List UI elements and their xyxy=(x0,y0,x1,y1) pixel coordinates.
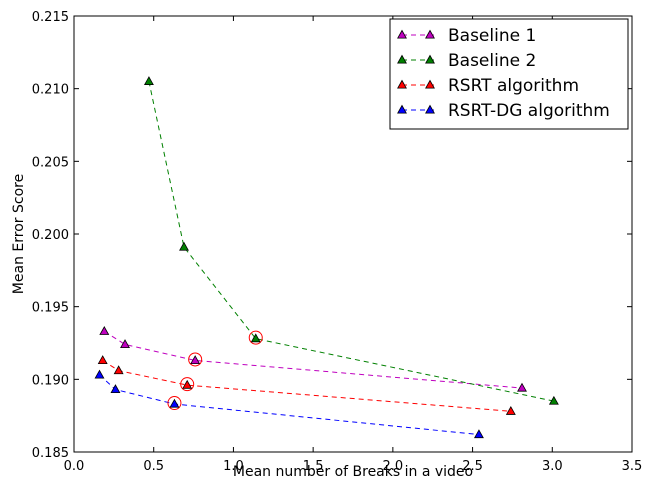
series-line xyxy=(99,374,479,436)
highlight-circle xyxy=(248,330,263,345)
x-tick-label: 2.0 xyxy=(383,459,404,474)
x-axis-label: Mean number of Breaks in a video xyxy=(233,464,473,480)
x-tick-label: 0.5 xyxy=(143,459,164,474)
highlight-circle xyxy=(167,396,182,411)
data-point xyxy=(99,326,110,335)
legend-label: RSRT-DG algorithm xyxy=(448,101,610,121)
series-line xyxy=(102,360,511,412)
y-axis-label: Mean Error Score xyxy=(11,174,27,294)
highlight-circle xyxy=(180,377,195,392)
legend-label: Baseline 1 xyxy=(448,26,536,46)
data-point xyxy=(110,384,121,394)
legend-label: Baseline 2 xyxy=(448,51,536,71)
y-tick-label: 0.190 xyxy=(32,373,69,388)
series-3 xyxy=(94,369,484,439)
axes: 0.0 0.5 1.0 1.5 2.0 2.5 3.0 3.5 0.185 0.190 0.195… xyxy=(11,10,642,480)
data-point xyxy=(182,379,193,389)
series-2 xyxy=(97,355,516,415)
legend-marker xyxy=(425,29,435,39)
series-line xyxy=(104,330,523,389)
y-tick-label: 0.200 xyxy=(32,228,69,243)
data-point xyxy=(94,369,105,379)
series-1 xyxy=(143,76,559,405)
legend-marker xyxy=(425,79,435,89)
legend-marker xyxy=(397,79,407,89)
y-axis-ticks: 0.185 0.190 0.195 0.200 0.205 0.210 0.215 xyxy=(32,10,632,461)
y-tick-label: 0.185 xyxy=(32,446,69,461)
legend-item: Baseline 1 xyxy=(397,26,536,46)
series-0 xyxy=(99,326,527,392)
x-tick-label: 2.5 xyxy=(462,459,483,474)
legend-item: Baseline 2 xyxy=(397,51,536,71)
x-tick-label: 3.5 xyxy=(622,459,643,474)
data-point xyxy=(517,382,527,392)
legend-item: RSRT algorithm xyxy=(397,76,579,96)
data-point xyxy=(143,76,154,85)
legend-marker xyxy=(397,29,407,39)
data-point xyxy=(120,339,130,349)
x-tick-label: 3.0 xyxy=(542,459,563,474)
legend-marker xyxy=(397,104,407,114)
legend-item: RSRT-DG algorithm xyxy=(397,101,610,121)
y-tick-label: 0.210 xyxy=(32,83,69,98)
data-point xyxy=(190,355,201,364)
legend-marker xyxy=(425,104,435,114)
data-point xyxy=(169,398,180,408)
legend-marker xyxy=(425,54,435,64)
x-tick-label: 1.5 xyxy=(303,459,324,474)
legend: Baseline 1 Baseline 2 RSRT algorithm RSRT-D… xyxy=(389,18,629,130)
x-tick-label: 1.0 xyxy=(223,459,244,474)
plot-area xyxy=(94,76,559,439)
legend-label: RSRT algorithm xyxy=(448,76,579,96)
legend-marker xyxy=(397,54,407,64)
data-point xyxy=(250,333,261,343)
data-point xyxy=(97,355,108,364)
data-point xyxy=(505,405,516,415)
highlight-circle xyxy=(188,352,203,367)
x-axis-ticks: 0.0 0.5 1.0 1.5 2.0 2.5 3.0 3.5 xyxy=(64,16,643,474)
y-tick-label: 0.205 xyxy=(32,155,69,170)
data-point xyxy=(113,365,124,375)
x-tick-label: 0.0 xyxy=(64,459,85,474)
data-point xyxy=(179,241,189,251)
y-tick-label: 0.215 xyxy=(32,10,69,25)
series-line xyxy=(148,81,554,402)
data-point xyxy=(473,429,484,439)
y-tick-label: 0.195 xyxy=(32,301,69,316)
data-point xyxy=(548,395,559,405)
